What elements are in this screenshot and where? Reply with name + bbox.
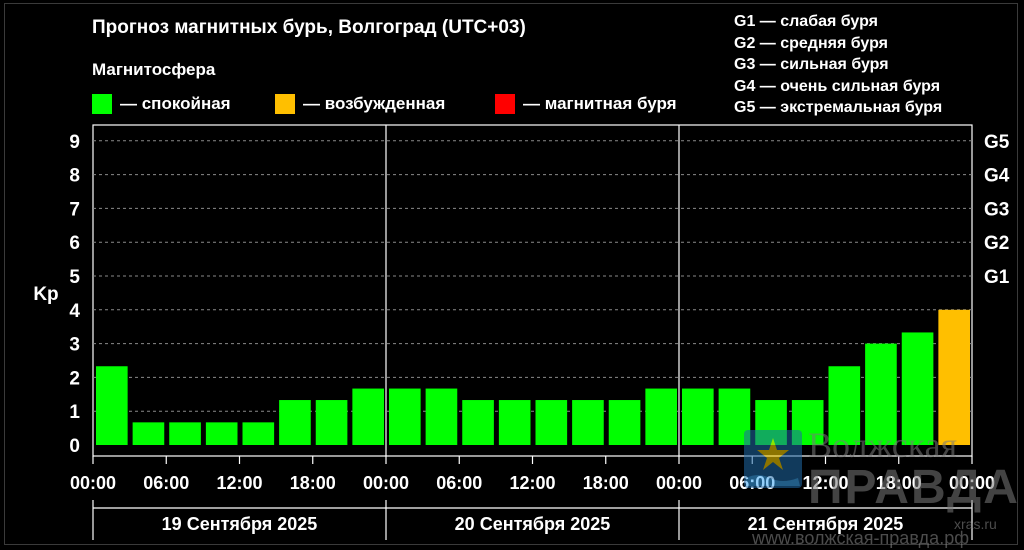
g-legend-row: G5 — экстремальная буря <box>734 99 943 116</box>
x-tick-label: 00:00 <box>70 473 116 493</box>
legend-item-storm: — магнитная буря <box>495 94 677 114</box>
x-tick-label: 12:00 <box>802 473 848 493</box>
x-tick-label: 00:00 <box>949 473 995 493</box>
y-axis-label: Kp <box>33 284 58 305</box>
kp-bar <box>352 388 384 445</box>
legend-label-storm: — магнитная буря <box>523 94 677 113</box>
quiet-swatch <box>92 94 112 114</box>
day-label: 20 Сентября 2025 <box>455 514 611 534</box>
kp-bar <box>279 400 311 445</box>
kp-bar <box>828 366 861 445</box>
legend-label-quiet: — спокойная <box>120 94 231 113</box>
y-tick-label: 2 <box>69 368 80 389</box>
x-tick-label: 00:00 <box>363 473 409 493</box>
x-tick-label: 06:00 <box>143 473 189 493</box>
watermark: Волжская ПРАВДА xras.ru www.волжская-пра… <box>742 424 1018 548</box>
watermark-line4: www.волжская-правда.рф <box>752 528 970 548</box>
kp-bar <box>132 422 165 445</box>
x-tick-label: 00:00 <box>656 473 702 493</box>
kp-bar <box>645 388 677 445</box>
legend-item-quiet: — спокойная <box>92 94 231 114</box>
kp-bar <box>865 343 897 445</box>
kp-bar <box>389 388 421 445</box>
watermark-line1: Волжская <box>808 425 958 465</box>
kp-bar <box>169 422 201 445</box>
storm-swatch <box>495 94 515 114</box>
x-tick-label: 18:00 <box>583 473 629 493</box>
y-tick-label: 6 <box>69 233 80 254</box>
kp-bar <box>498 400 531 445</box>
kp-bar <box>315 400 348 445</box>
y-tick-label: 0 <box>69 436 80 457</box>
panel-border <box>4 3 1018 545</box>
x-tick-label: 18:00 <box>876 473 922 493</box>
magnetosphere-heading: Магнитосфера <box>92 60 216 79</box>
kp-bar <box>682 388 714 445</box>
kp-bar <box>608 400 641 445</box>
y-tick-label: 9 <box>69 132 80 153</box>
g-tick-label: G4 <box>984 166 1010 187</box>
g-tick-label: G5 <box>984 132 1010 153</box>
g-tick-label: G3 <box>984 199 1009 220</box>
page-title: Прогноз магнитных бурь, Волгоград (UTC+0… <box>92 17 526 38</box>
g-tick-label: G2 <box>984 233 1009 254</box>
y-tick-label: 1 <box>69 402 80 423</box>
watermark-line3: xras.ru <box>954 516 997 532</box>
kp-bar <box>96 366 128 445</box>
kp-bar <box>938 309 970 445</box>
watermark-line2: ПРАВДА <box>808 461 1020 514</box>
g-scale-legend: G1 — слабая буря G2 — средняя буря G3 — … <box>734 11 942 119</box>
g-legend-row: G1 — слабая буря <box>734 13 879 30</box>
emblem-icon <box>744 430 802 488</box>
x-tick-label: 12:00 <box>509 473 555 493</box>
g-tick-label: G1 <box>984 267 1010 288</box>
kp-bar <box>901 332 934 445</box>
y-tick-label: 8 <box>69 166 80 187</box>
kp-bar <box>205 422 238 445</box>
x-tick-label: 06:00 <box>436 473 482 493</box>
g-legend-row: G3 — сильная буря <box>734 56 889 73</box>
x-tick-label: 18:00 <box>290 473 336 493</box>
legend-item-active: — возбужденная <box>275 94 445 114</box>
day-label: 19 Сентября 2025 <box>162 514 318 534</box>
y-tick-label: 3 <box>69 335 80 356</box>
x-tick-label: 12:00 <box>216 473 262 493</box>
g-legend-row: G2 — средняя буря <box>734 34 888 52</box>
day-label: 21 Сентября 2025 <box>748 514 904 534</box>
legend-label-active: — возбужденная <box>303 94 446 113</box>
kp-bar <box>242 422 275 445</box>
kp-bar <box>425 388 458 445</box>
g-legend-row: G4 — очень сильная буря <box>734 77 941 95</box>
kp-bar <box>535 400 568 445</box>
y-tick-label: 4 <box>69 301 80 322</box>
kp-bar <box>572 400 604 445</box>
y-tick-label: 5 <box>69 267 80 288</box>
y-tick-label: 7 <box>69 199 80 220</box>
kp-bar <box>462 400 494 445</box>
active-swatch <box>275 94 295 114</box>
